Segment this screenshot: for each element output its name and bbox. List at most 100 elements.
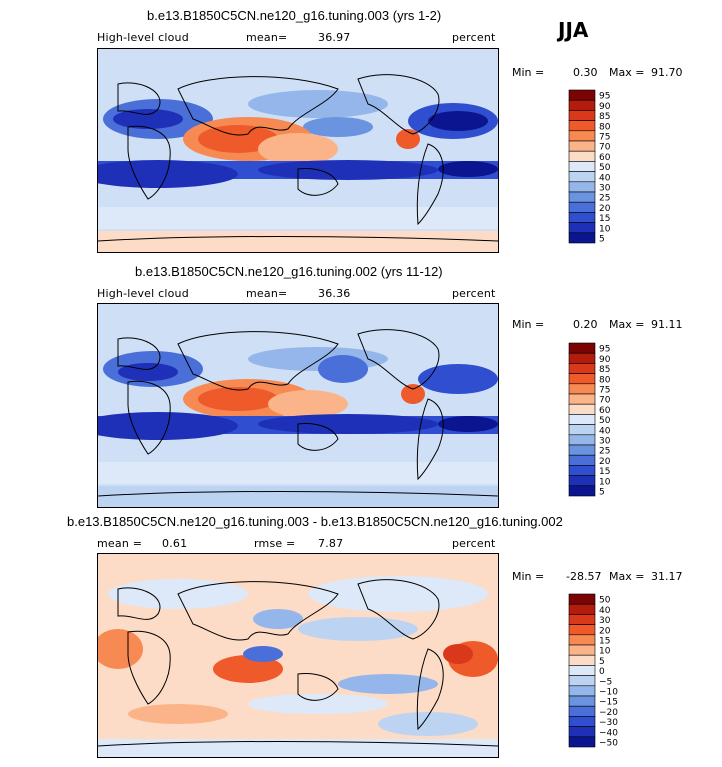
colorbar-swatch xyxy=(568,624,596,636)
panel1-map xyxy=(97,48,499,253)
colorbar-swatch xyxy=(568,414,596,425)
panel1-max-label: Max = xyxy=(609,66,645,79)
colorbar-label: 75 xyxy=(599,386,610,396)
panel2-max-value: 91.11 xyxy=(651,318,683,331)
colorbar-label: 20 xyxy=(599,457,611,467)
panel1-title: b.e13.B1850C5CN.ne120_g16.tuning.003 (yr… xyxy=(147,8,442,23)
panel1-units: percent xyxy=(452,31,496,44)
colorbar-swatch xyxy=(568,171,596,183)
colorbar-label: 30 xyxy=(599,616,611,626)
colorbar-swatch xyxy=(568,383,596,395)
panel3-colorbar: 50 40 30 20 15 10 5 0 −5 −10 −15 −20 −30 −40 −50 xyxy=(568,593,629,752)
colorbar-label: −15 xyxy=(599,698,618,708)
colorbar-swatch xyxy=(568,705,596,717)
colorbar-label: 85 xyxy=(599,365,610,375)
colorbar-label: 20 xyxy=(599,204,611,214)
colorbar-label: 60 xyxy=(599,406,611,416)
panel3-map-svg xyxy=(98,554,498,757)
panel1-min-value: 0.30 xyxy=(573,66,598,79)
colorbar-swatch xyxy=(568,644,596,656)
colorbar-label: 20 xyxy=(599,626,611,636)
colorbar-label: 10 xyxy=(599,647,611,657)
colorbar-label: 30 xyxy=(599,184,611,194)
colorbar-label: 30 xyxy=(599,437,611,447)
panel1-map-svg xyxy=(98,49,498,252)
colorbar-label: 40 xyxy=(599,606,611,616)
panel3-min-value: -28.57 xyxy=(566,570,602,583)
panel1-mean-value: 36.97 xyxy=(318,31,351,44)
colorbar-swatch xyxy=(568,614,596,625)
colorbar-swatch xyxy=(568,403,596,415)
colorbar-label: −50 xyxy=(599,739,618,749)
colorbar-label: 95 xyxy=(599,92,610,102)
colorbar-swatch xyxy=(568,110,596,121)
colorbar-label: 5 xyxy=(599,488,605,498)
colorbar-label: 90 xyxy=(599,102,611,112)
colorbar-label: 15 xyxy=(599,467,610,477)
colorbar-label: 50 xyxy=(599,596,611,606)
panel1-max-value: 91.70 xyxy=(651,66,683,79)
colorbar-label: 75 xyxy=(599,133,610,143)
colorbar-label: 5 xyxy=(599,235,605,245)
colorbar-swatch xyxy=(568,593,596,605)
colorbar-swatch xyxy=(568,130,596,142)
colorbar-label: −40 xyxy=(599,728,618,738)
colorbar-swatch xyxy=(568,120,596,132)
colorbar-label: 40 xyxy=(599,426,611,436)
panel1-min-label: Min = xyxy=(512,66,545,79)
colorbar-swatch xyxy=(568,201,596,213)
panel1-colorbar: 95 90 85 80 75 70 60 50 40 30 25 20 15 10 5 xyxy=(568,89,629,248)
colorbar-swatch xyxy=(568,716,596,727)
colorbar-swatch xyxy=(568,685,596,697)
panel3-mean-label: mean = xyxy=(97,537,143,550)
colorbar-swatch xyxy=(568,342,596,354)
colorbar-label: 80 xyxy=(599,122,611,132)
panel3-mean-value: 0.61 xyxy=(162,537,188,550)
colorbar-swatch xyxy=(568,161,596,172)
panel2-title: b.e13.B1850C5CN.ne120_g16.tuning.002 (yr… xyxy=(135,264,443,279)
colorbar-swatch xyxy=(568,434,596,446)
colorbar-swatch xyxy=(568,140,596,152)
colorbar-label: 50 xyxy=(599,416,611,426)
colorbar-swatch xyxy=(568,181,596,193)
colorbar-swatch xyxy=(568,465,596,476)
panel2-max-label: Max = xyxy=(609,318,645,331)
colorbar-swatch xyxy=(568,424,596,436)
colorbar-swatch xyxy=(568,444,596,456)
panel3-max-value: 31.17 xyxy=(651,570,683,583)
colorbar-swatch xyxy=(568,665,596,676)
season-label: JJA xyxy=(558,18,589,42)
colorbar-swatch xyxy=(568,191,596,203)
colorbar-swatch xyxy=(568,654,596,666)
panel2-min-value: 0.20 xyxy=(573,318,598,331)
colorbar-label: −30 xyxy=(599,718,618,728)
panel3-max-label: Max = xyxy=(609,570,645,583)
colorbar-label: 80 xyxy=(599,375,611,385)
colorbar-label: 25 xyxy=(599,194,610,204)
colorbar-swatch xyxy=(568,232,596,244)
colorbar-label: −5 xyxy=(599,677,612,687)
panel3-title: b.e13.B1850C5CN.ne120_g16.tuning.003 - b… xyxy=(67,514,563,529)
panel2-colorbar: 95 90 85 80 75 70 60 50 40 30 25 20 15 10 5 xyxy=(568,342,629,501)
panel1-mean-label: mean= xyxy=(246,31,288,44)
colorbar-swatch xyxy=(568,485,596,497)
colorbar-label: 10 xyxy=(599,224,611,234)
colorbar-swatch xyxy=(568,475,596,487)
colorbar-swatch xyxy=(568,99,596,111)
panel2-min-label: Min = xyxy=(512,318,545,331)
colorbar-swatch xyxy=(568,736,596,748)
colorbar-swatch xyxy=(568,695,596,707)
colorbar-label: 40 xyxy=(599,173,611,183)
panel2-map-svg xyxy=(98,304,498,507)
colorbar-label: 70 xyxy=(599,143,611,153)
colorbar-swatch xyxy=(568,363,596,374)
panel3-min-label: Min = xyxy=(512,570,545,583)
colorbar-swatch xyxy=(568,89,596,101)
panel2-units: percent xyxy=(452,287,496,300)
panel2-mean-value: 36.36 xyxy=(318,287,351,300)
panel3-rmse-value: 7.87 xyxy=(318,537,344,550)
panel3-map xyxy=(97,553,499,758)
panel1-variable: High-level cloud xyxy=(97,31,189,44)
